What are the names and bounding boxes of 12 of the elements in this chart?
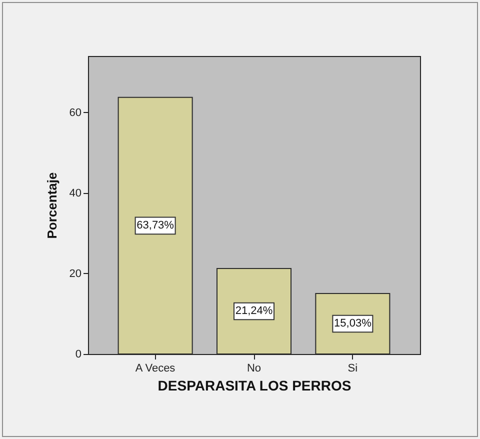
x-axis-title: DESPARASITA LOS PERROS [158,378,352,394]
y-tick-label: 20 [69,268,82,280]
data-label: 21,24% [235,305,273,318]
y-tick-label: 40 [69,187,82,200]
x-tick-label: A Veces [135,362,176,374]
x-tick-label: Si [348,362,358,374]
y-tick-label: 0 [75,348,82,360]
y-tick-label: 60 [69,106,82,119]
y-axis-title: Porcentaje [44,172,60,239]
data-label: 63,73% [136,220,174,232]
data-label: 15,03% [334,318,372,330]
x-tick-label: No [246,362,262,374]
